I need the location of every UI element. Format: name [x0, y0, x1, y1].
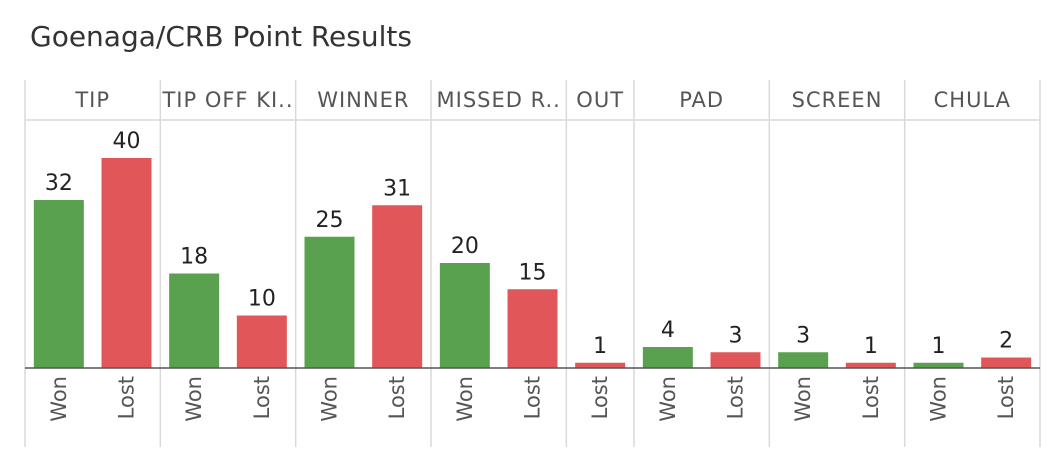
- panel-header-chula: CHULA: [934, 88, 1011, 112]
- x-tick-tip-off-ki-won: Won: [182, 376, 206, 422]
- data-label-pad-lost: 3: [729, 323, 743, 348]
- bar-tip-won[interactable]: [33, 200, 84, 368]
- x-tick-chula-won: Won: [927, 376, 951, 422]
- panel-header-tip-off-ki: TIP OFF KI..: [161, 88, 293, 112]
- x-tick-missed-r-lost: Lost: [521, 376, 545, 419]
- panel-header-pad: PAD: [679, 88, 724, 112]
- x-tick-screen-won: Won: [791, 376, 815, 422]
- data-label-pad-won: 4: [661, 318, 675, 343]
- panel-header-out: OUT: [576, 88, 624, 112]
- data-label-winner-won: 25: [316, 208, 344, 233]
- panel-header-missed-r: MISSED R..: [437, 88, 561, 112]
- x-tick-pad-lost: Lost: [724, 376, 748, 419]
- data-label-chula-lost: 2: [999, 329, 1013, 354]
- data-label-winner-lost: 31: [383, 176, 411, 201]
- x-tick-tip-lost: Lost: [115, 376, 139, 419]
- bar-chula-lost[interactable]: [981, 357, 1032, 369]
- x-tick-winner-won: Won: [318, 376, 342, 422]
- bar-chula-won[interactable]: [913, 362, 964, 368]
- x-tick-missed-r-won: Won: [453, 376, 477, 422]
- data-label-screen-lost: 1: [864, 334, 878, 359]
- panel-header-winner: WINNER: [317, 88, 409, 112]
- bar-missed-r-won[interactable]: [439, 263, 490, 368]
- data-label-tip-off-ki-lost: 10: [248, 287, 276, 312]
- panel-header-screen: SCREEN: [792, 88, 883, 112]
- data-label-missed-r-won: 20: [451, 234, 479, 259]
- x-tick-out-lost: Lost: [588, 376, 612, 419]
- panel-header-tip: TIP: [74, 88, 110, 112]
- bar-winner-lost[interactable]: [372, 205, 423, 368]
- chart-title: Goenaga/CRB Point Results: [30, 20, 412, 53]
- bar-screen-lost[interactable]: [845, 362, 896, 368]
- x-tick-tip-won: Won: [47, 376, 71, 422]
- x-tick-tip-off-ki-lost: Lost: [250, 376, 274, 419]
- bar-tip-lost[interactable]: [101, 158, 152, 368]
- bar-missed-r-lost[interactable]: [507, 289, 558, 368]
- x-tick-winner-lost: Lost: [385, 376, 409, 419]
- x-tick-chula-lost: Lost: [994, 376, 1018, 419]
- bar-winner-won[interactable]: [304, 236, 355, 368]
- bar-pad-won[interactable]: [642, 347, 693, 368]
- data-label-tip-won: 32: [45, 171, 73, 196]
- bar-screen-won[interactable]: [778, 352, 829, 368]
- data-label-missed-r-lost: 15: [519, 260, 547, 285]
- bar-out-lost[interactable]: [575, 362, 626, 368]
- data-label-tip-off-ki-won: 18: [180, 245, 208, 270]
- bar-pad-lost[interactable]: [710, 352, 761, 368]
- data-label-screen-won: 3: [796, 323, 810, 348]
- bar-tip-off-ki-lost[interactable]: [236, 315, 287, 369]
- data-label-tip-lost: 40: [113, 129, 141, 154]
- x-tick-screen-lost: Lost: [859, 376, 883, 419]
- data-label-out-lost: 1: [593, 334, 607, 359]
- bar-tip-off-ki-won[interactable]: [169, 273, 220, 369]
- x-tick-pad-won: Won: [656, 376, 680, 422]
- data-label-chula-won: 1: [932, 334, 946, 359]
